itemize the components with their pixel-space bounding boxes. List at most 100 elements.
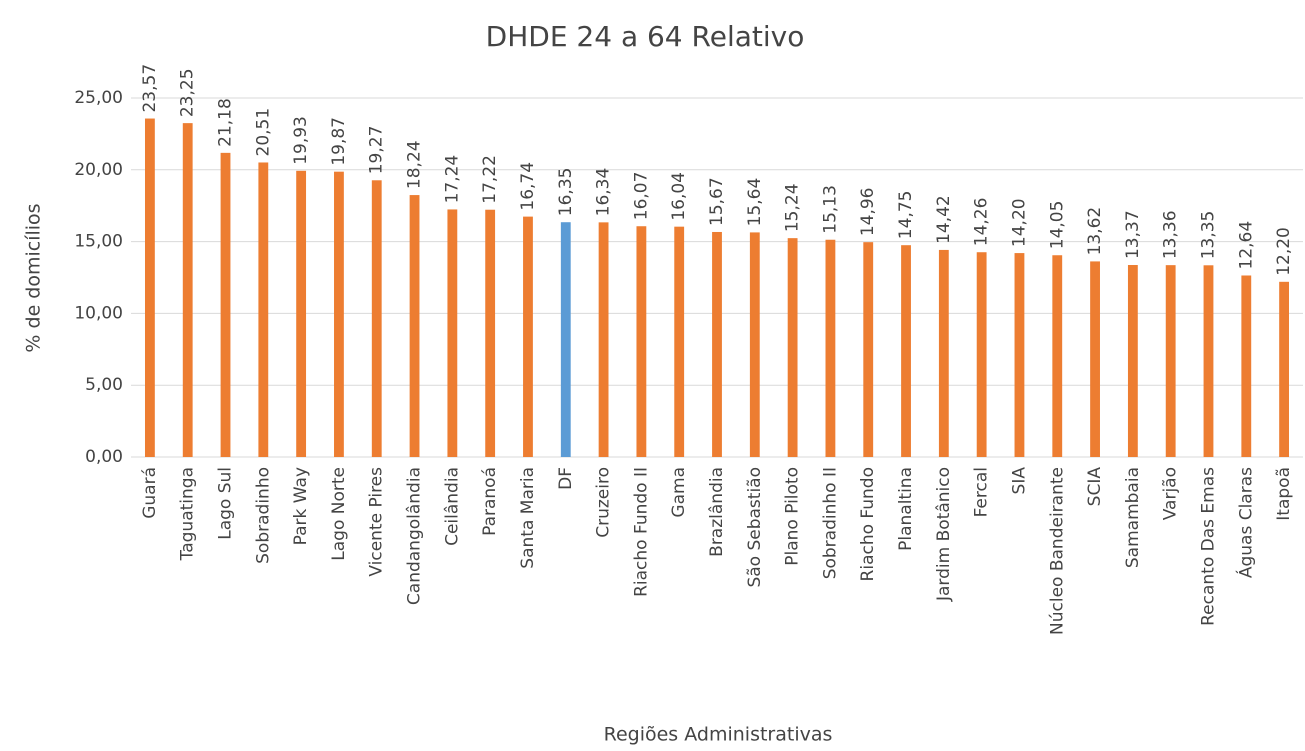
- bar: [636, 226, 647, 457]
- x-tick-label: Itapoã: [1274, 467, 1294, 521]
- data-label: 23,25: [178, 68, 198, 117]
- x-tick-label: Brazlândia: [707, 467, 727, 557]
- x-tick-label: Taguatinga: [178, 467, 198, 561]
- bar: [296, 170, 307, 457]
- bar: [976, 252, 987, 457]
- x-tick-label: Cruzeiro: [594, 467, 614, 538]
- bar: [144, 118, 155, 458]
- y-tick-label: 15,00: [74, 232, 123, 252]
- chart-title: DHDE 24 a 64 Relativo: [486, 20, 805, 53]
- y-tick-label: 0,00: [85, 447, 123, 467]
- data-label: 14,05: [1047, 201, 1067, 250]
- data-label: 14,26: [972, 198, 992, 247]
- bar: [712, 231, 722, 457]
- bar: [258, 162, 269, 458]
- data-label: 19,93: [291, 116, 311, 165]
- data-label: 14,75: [896, 191, 916, 240]
- bar: [598, 222, 609, 457]
- y-axis-title: % de domicílios: [23, 203, 45, 352]
- x-tick-label: Jardim Botânico: [934, 467, 954, 602]
- x-tick-label: São Sebastião: [745, 467, 765, 588]
- bar: [749, 232, 760, 457]
- x-tick-label: Águas Claras: [1234, 467, 1256, 578]
- bar: [523, 216, 533, 457]
- data-label: 19,27: [367, 126, 387, 175]
- data-label: 17,24: [442, 155, 462, 204]
- bar: [901, 245, 911, 457]
- bar: [825, 239, 836, 457]
- data-label: 13,36: [1161, 210, 1181, 259]
- x-tick-label: Gama: [669, 467, 689, 518]
- x-tick-label: Guará: [140, 467, 160, 519]
- data-label: 15,64: [745, 178, 765, 227]
- x-tick-label: Sobradinho II: [820, 467, 840, 579]
- bar: [220, 152, 231, 457]
- x-tick-label: Núcleo Bandeirante: [1047, 467, 1067, 635]
- data-label: 19,87: [329, 117, 349, 166]
- bar: [1279, 281, 1290, 457]
- x-tick-label: Paranoá: [480, 467, 500, 536]
- x-axis-title: Regiões Administrativas: [604, 724, 833, 746]
- x-tick-label: SIA: [1009, 467, 1029, 495]
- x-tick-label: Planaltina: [896, 467, 916, 551]
- data-label: 13,37: [1123, 210, 1143, 259]
- x-tick-label: Riacho Fundo: [858, 467, 878, 581]
- x-tick-label: Riacho Fundo II: [631, 467, 651, 597]
- y-tick-label: 10,00: [74, 303, 123, 323]
- data-label: 16,07: [631, 172, 651, 221]
- x-tick-label: SCIA: [1085, 467, 1105, 507]
- data-label: 15,67: [707, 177, 727, 226]
- x-tick-label: Fercal: [972, 467, 992, 517]
- x-tick-label: Varjão: [1161, 467, 1181, 520]
- x-tick-label: Park Way: [291, 467, 311, 545]
- data-label: 21,18: [216, 98, 236, 147]
- bar: [1203, 265, 1214, 457]
- bar: [938, 249, 949, 457]
- data-label: 15,13: [820, 185, 840, 234]
- bar: [1241, 275, 1252, 457]
- bar: [447, 209, 458, 457]
- bar: [334, 171, 344, 457]
- bar: [560, 222, 571, 457]
- bar: [863, 242, 874, 457]
- x-tick-label: Ceilândia: [442, 467, 462, 546]
- bar: [182, 123, 193, 457]
- x-tick-label: Samambaia: [1123, 467, 1143, 568]
- x-tick-label: Candangolândia: [405, 467, 425, 605]
- x-tick-label: Plano Piloto: [783, 467, 803, 566]
- data-label: 16,35: [556, 168, 576, 217]
- data-label: 16,34: [594, 168, 614, 217]
- x-tick-label: Lago Sul: [216, 467, 236, 540]
- y-tick-label: 5,00: [85, 375, 123, 395]
- bar: [787, 238, 798, 457]
- x-tick-label: DF: [556, 467, 576, 490]
- data-label: 16,04: [669, 172, 689, 221]
- y-tick-label: 25,00: [74, 88, 123, 108]
- data-label: 13,62: [1085, 207, 1105, 256]
- data-label: 14,42: [934, 195, 954, 244]
- data-label: 14,20: [1009, 198, 1029, 247]
- data-label: 13,35: [1198, 211, 1218, 260]
- data-label: 17,22: [480, 155, 500, 204]
- y-tick-label: 20,00: [74, 160, 123, 180]
- bar: [409, 195, 420, 457]
- bar: [1127, 265, 1138, 457]
- x-tick-label: Recanto Das Emas: [1198, 467, 1218, 626]
- bar: [1165, 265, 1176, 457]
- bar: [674, 226, 685, 457]
- data-label: 12,64: [1236, 221, 1256, 270]
- bar: [1014, 253, 1025, 457]
- x-tick-label: Santa Maria: [518, 467, 538, 569]
- bar: [1052, 255, 1063, 457]
- data-label: 16,74: [518, 162, 538, 211]
- x-tick-label: Vicente Pires: [367, 467, 387, 577]
- data-label: 12,20: [1274, 227, 1294, 276]
- x-tick-label: Sobradinho: [253, 467, 273, 564]
- x-tick-label: Lago Norte: [329, 467, 349, 561]
- data-label: 23,57: [140, 64, 160, 113]
- data-label: 20,51: [253, 108, 273, 157]
- bar: [1090, 261, 1100, 457]
- data-label: 14,96: [858, 188, 878, 237]
- bar: [371, 180, 382, 457]
